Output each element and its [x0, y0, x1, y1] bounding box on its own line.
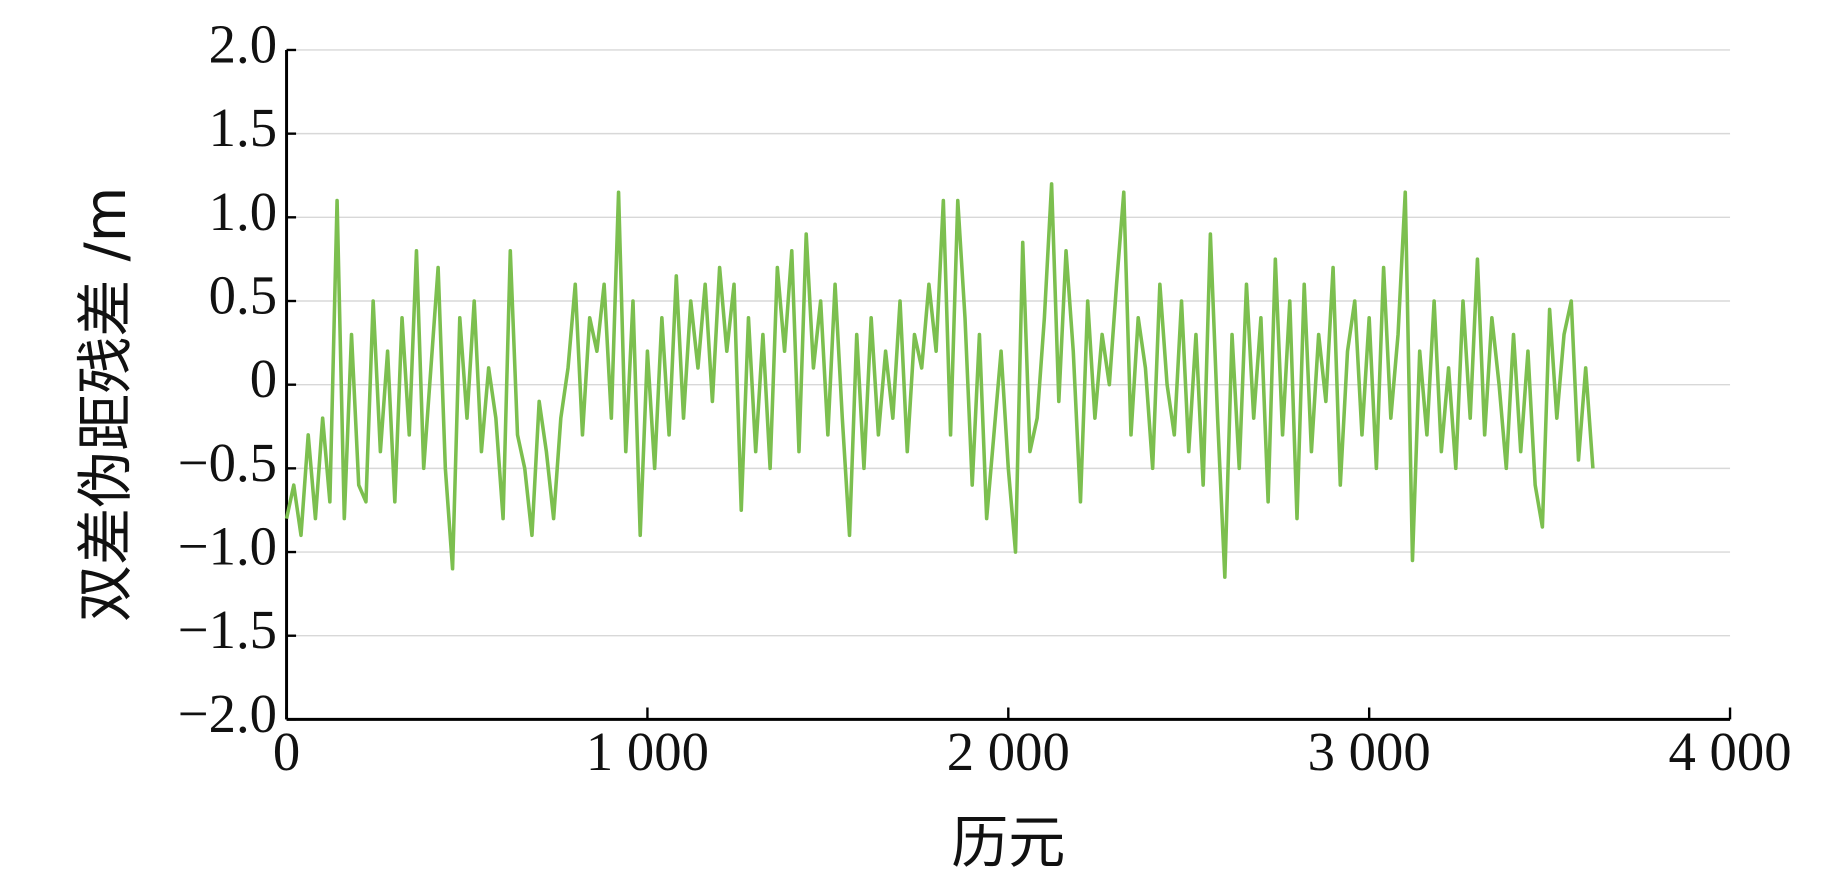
y-axis-label: 双差伪距残差 /m: [73, 187, 139, 622]
x-tick-label: 0: [273, 721, 300, 782]
y-tick-label: 2.0: [209, 14, 277, 75]
x-tick-label: 3 000: [1308, 721, 1431, 782]
y-tick-label: 0.5: [209, 265, 277, 326]
y-tick-label: 1.0: [209, 181, 277, 242]
y-tick-label: −0.5: [178, 432, 277, 493]
y-tick-label: −1.0: [178, 516, 277, 577]
x-axis-label: 历元: [951, 810, 1065, 874]
y-tick-label: −1.5: [178, 599, 277, 660]
y-tick-label: 0: [250, 348, 277, 409]
data-line: [284, 182, 1595, 579]
y-tick-label: −2.0: [178, 683, 277, 744]
x-tick-label: 2 000: [947, 721, 1070, 782]
x-tick-label: 1 000: [586, 721, 709, 782]
y-tick-label: 1.5: [209, 97, 277, 158]
x-tick-label: 4 000: [1669, 721, 1792, 782]
